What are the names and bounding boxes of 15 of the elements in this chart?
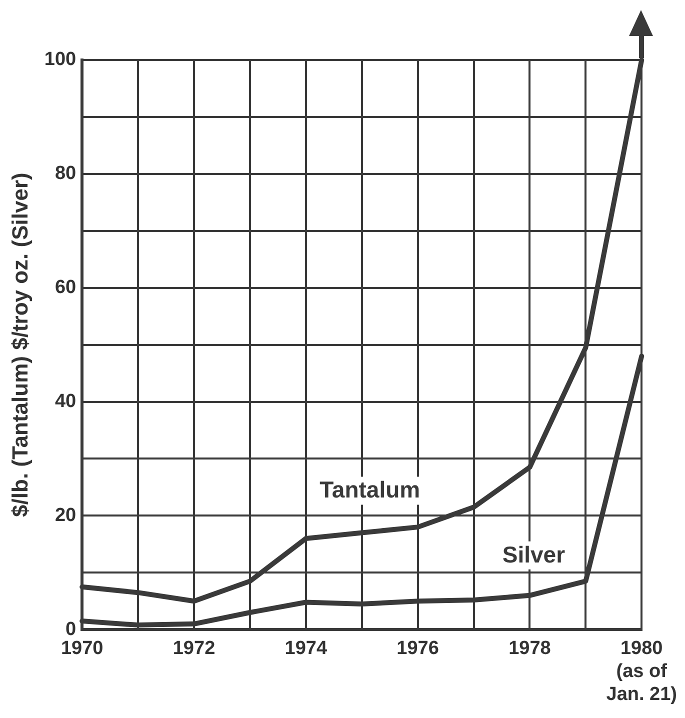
series-label: Tantalum	[320, 476, 420, 503]
y-tick-label: 80	[54, 163, 76, 184]
x-tick-label: 1970	[60, 638, 104, 660]
x-tick-label: 1972	[172, 638, 216, 660]
x-tick-label: 1976	[396, 638, 439, 660]
y-tick-label: 60	[54, 277, 76, 298]
x-tick-label: 1980 (as of Jan. 21)	[606, 638, 678, 705]
y-tick-label: 100	[44, 49, 76, 70]
x-tick-label: 1978	[508, 638, 551, 660]
y-tick-label: 0	[66, 618, 76, 640]
series-label: Silver	[502, 541, 566, 568]
y-tick-label: 40	[54, 390, 76, 412]
y-tick-label: 20	[54, 504, 76, 526]
y-axis-title: $/lb. (Tantalum) $/troy oz. (Silver)	[7, 172, 32, 517]
x-tick-label: 1974	[284, 638, 328, 660]
